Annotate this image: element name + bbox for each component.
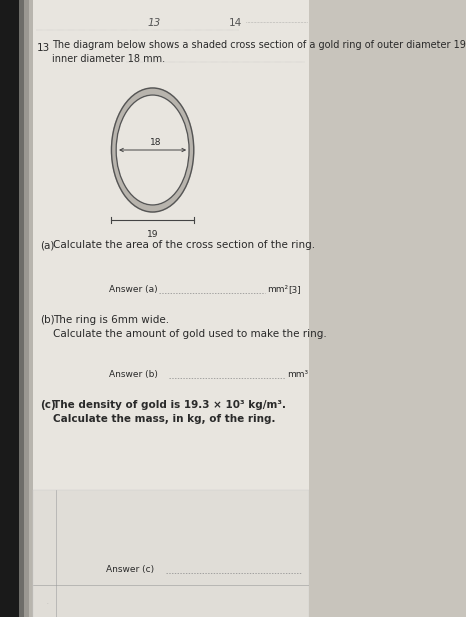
- Text: 13: 13: [37, 43, 50, 53]
- Bar: [24, 0, 29, 617]
- Text: The density of gold is 19.3 × 10³ kg/m³.: The density of gold is 19.3 × 10³ kg/m³.: [53, 400, 286, 410]
- Circle shape: [111, 88, 194, 212]
- Bar: [33, 490, 309, 617]
- Text: 18: 18: [150, 138, 162, 147]
- Text: The diagram below shows a shaded cross section of a gold ring of outer diameter : The diagram below shows a shaded cross s…: [52, 40, 466, 50]
- Text: Answer (a): Answer (a): [110, 285, 158, 294]
- Bar: [29, 0, 33, 617]
- Bar: [33, 490, 309, 617]
- Text: Answer (b): Answer (b): [110, 370, 158, 379]
- Text: inner diameter 18 mm.: inner diameter 18 mm.: [52, 54, 165, 64]
- Text: mm³: mm³: [288, 370, 308, 379]
- Text: Calculate the mass, in kg, of the ring.: Calculate the mass, in kg, of the ring.: [53, 414, 275, 424]
- Text: Calculate the area of the cross section of the ring.: Calculate the area of the cross section …: [53, 240, 315, 250]
- Text: (b): (b): [40, 315, 55, 325]
- Circle shape: [116, 95, 189, 205]
- Text: .: .: [47, 600, 48, 605]
- Bar: [33, 0, 309, 617]
- Text: (c): (c): [40, 400, 55, 410]
- Text: 19: 19: [147, 230, 158, 239]
- Text: The ring is 6mm wide.: The ring is 6mm wide.: [53, 315, 169, 325]
- Bar: [19, 0, 24, 617]
- Text: mm²: mm²: [267, 285, 288, 294]
- Text: Answer (c): Answer (c): [106, 565, 154, 574]
- Text: 14: 14: [229, 18, 242, 28]
- Text: (a): (a): [40, 240, 54, 250]
- Text: Calculate the amount of gold used to make the ring.: Calculate the amount of gold used to mak…: [53, 329, 327, 339]
- Bar: [0, 0, 19, 617]
- Text: [3]: [3]: [288, 285, 302, 294]
- Text: 13: 13: [148, 18, 161, 28]
